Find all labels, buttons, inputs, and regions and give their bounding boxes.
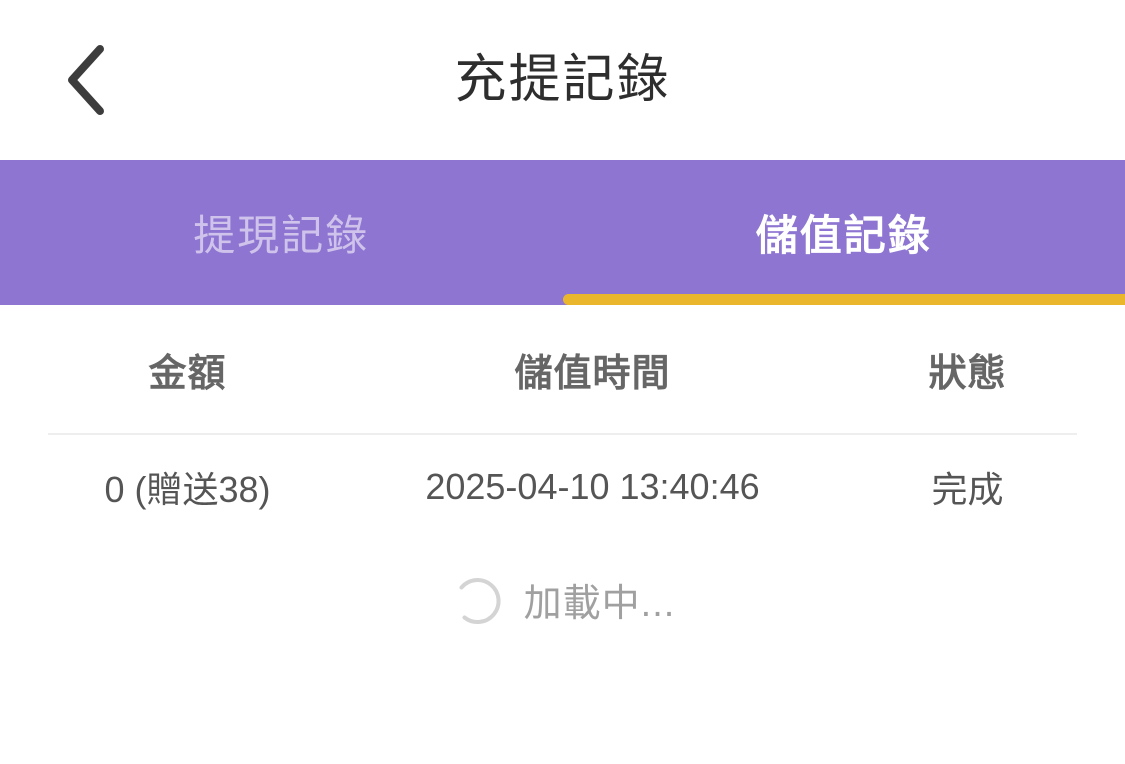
spinner-icon — [450, 573, 502, 625]
column-header-time: 儲值時間 — [375, 342, 810, 397]
chevron-left-icon — [62, 43, 108, 117]
column-header-amount: 金額 — [0, 342, 375, 397]
cell-amount: 0 (贈送38) — [0, 461, 375, 513]
page-title: 充提記錄 — [0, 0, 1125, 160]
back-button[interactable] — [40, 40, 130, 120]
tabbar: 提現記錄 儲值記錄 — [0, 160, 1125, 305]
tab-label: 提現記錄 — [193, 202, 369, 263]
app-header: 充提記錄 — [0, 0, 1125, 160]
cell-status: 完成 — [810, 461, 1125, 513]
table-header-row: 金額 儲值時間 狀態 — [0, 305, 1125, 433]
loading-indicator: 加載中... — [0, 539, 1125, 659]
active-tab-indicator — [563, 294, 1125, 305]
tab-label: 儲值記錄 — [756, 202, 932, 263]
loading-text: 加載中... — [524, 572, 676, 627]
tab-withdraw-records[interactable]: 提現記錄 — [0, 160, 563, 305]
tab-deposit-records[interactable]: 儲值記錄 — [563, 160, 1125, 305]
records-table: 金額 儲值時間 狀態 0 (贈送38) 2025-04-10 13:40:46 … — [0, 305, 1125, 659]
page-filler — [0, 659, 1125, 764]
table-row[interactable]: 0 (贈送38) 2025-04-10 13:40:46 完成 — [0, 435, 1125, 539]
column-header-status: 狀態 — [810, 342, 1125, 397]
cell-time: 2025-04-10 13:40:46 — [375, 466, 810, 508]
